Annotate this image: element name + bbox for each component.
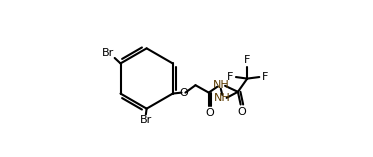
Text: NH: NH <box>212 80 229 90</box>
Text: Br: Br <box>102 48 114 58</box>
Text: O: O <box>179 88 188 98</box>
Text: F: F <box>227 72 233 82</box>
Text: O: O <box>238 107 246 117</box>
Text: F: F <box>262 72 269 82</box>
Text: O: O <box>206 108 214 118</box>
Text: Br: Br <box>140 115 152 125</box>
Text: F: F <box>244 55 250 65</box>
Text: NH: NH <box>214 93 231 103</box>
